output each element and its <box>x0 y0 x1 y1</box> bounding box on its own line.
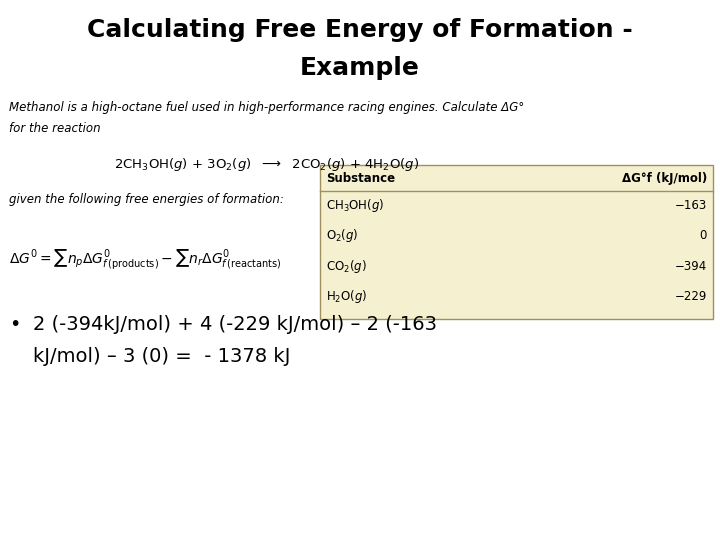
Text: for the reaction: for the reaction <box>9 122 101 135</box>
Text: 0: 0 <box>700 230 707 242</box>
Text: O$_2$($g$): O$_2$($g$) <box>326 227 359 245</box>
Text: kJ/mol) – 3 (0) =  - 1378 kJ: kJ/mol) – 3 (0) = - 1378 kJ <box>33 347 290 366</box>
Text: $\Delta G^0 = \sum n_p \Delta G^0_{f\,\mathrm{(products)}} - \sum n_r \Delta G^0: $\Delta G^0 = \sum n_p \Delta G^0_{f\,\m… <box>9 247 282 271</box>
Text: CO$_2$($g$): CO$_2$($g$) <box>326 258 367 275</box>
Text: Calculating Free Energy of Formation -: Calculating Free Energy of Formation - <box>87 18 633 42</box>
Text: −394: −394 <box>675 260 707 273</box>
Text: Substance: Substance <box>326 172 395 185</box>
Text: H$_2$O($g$): H$_2$O($g$) <box>326 288 368 305</box>
Text: •: • <box>9 314 21 334</box>
Text: −163: −163 <box>675 199 707 212</box>
Text: −229: −229 <box>675 290 707 303</box>
Text: 2 (-394kJ/mol) + 4 (-229 kJ/mol) – 2 (-163: 2 (-394kJ/mol) + 4 (-229 kJ/mol) – 2 (-1… <box>33 314 437 334</box>
Text: 2CH$_3$OH($g$) + 3O$_2$($g$)  $\longrightarrow$  2CO$_2$($g$) + 4H$_2$O($g$): 2CH$_3$OH($g$) + 3O$_2$($g$) $\longright… <box>114 156 419 173</box>
FancyBboxPatch shape <box>320 165 713 319</box>
Text: given the following free energies of formation:: given the following free energies of for… <box>9 193 284 206</box>
Text: Methanol is a high-octane fuel used in high-performance racing engines. Calculat: Methanol is a high-octane fuel used in h… <box>9 102 525 114</box>
Text: CH$_3$OH($g$): CH$_3$OH($g$) <box>326 197 384 214</box>
Text: ΔG°f (kJ/mol): ΔG°f (kJ/mol) <box>622 172 707 185</box>
Text: Example: Example <box>300 56 420 79</box>
